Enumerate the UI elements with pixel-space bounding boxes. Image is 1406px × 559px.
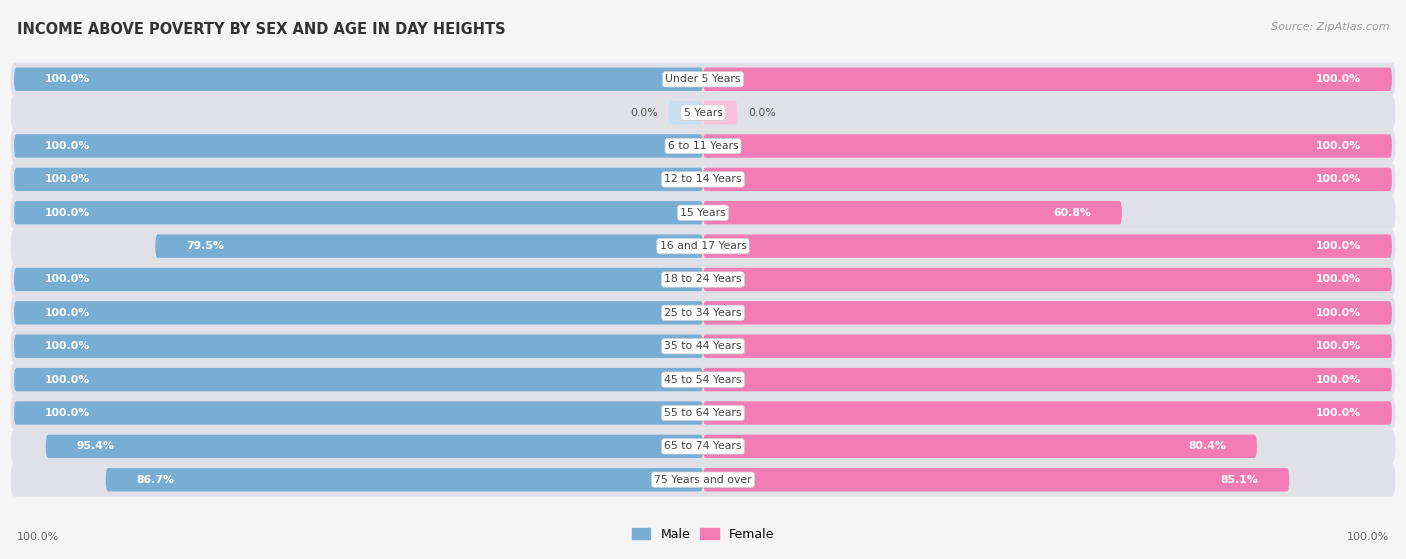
Text: Source: ZipAtlas.com: Source: ZipAtlas.com <box>1271 22 1389 32</box>
FancyBboxPatch shape <box>703 68 1392 91</box>
Text: 25 to 34 Years: 25 to 34 Years <box>664 308 742 318</box>
FancyBboxPatch shape <box>14 168 703 191</box>
FancyBboxPatch shape <box>11 463 1395 496</box>
FancyBboxPatch shape <box>14 335 703 358</box>
Text: 0.0%: 0.0% <box>630 108 658 117</box>
Legend: Male, Female: Male, Female <box>627 523 779 546</box>
Text: 100.0%: 100.0% <box>45 74 90 84</box>
FancyBboxPatch shape <box>11 363 1395 396</box>
FancyBboxPatch shape <box>703 468 1289 491</box>
Text: 100.0%: 100.0% <box>45 341 90 351</box>
Text: 79.5%: 79.5% <box>186 241 224 251</box>
FancyBboxPatch shape <box>14 68 703 91</box>
Text: 100.0%: 100.0% <box>1316 408 1361 418</box>
FancyBboxPatch shape <box>11 430 1395 463</box>
Text: 100.0%: 100.0% <box>1347 532 1389 542</box>
Text: 100.0%: 100.0% <box>1316 174 1361 184</box>
Text: 100.0%: 100.0% <box>17 532 59 542</box>
Text: 100.0%: 100.0% <box>45 408 90 418</box>
FancyBboxPatch shape <box>14 401 703 425</box>
FancyBboxPatch shape <box>703 301 1392 325</box>
Text: 100.0%: 100.0% <box>1316 308 1361 318</box>
FancyBboxPatch shape <box>669 101 703 124</box>
Text: 85.1%: 85.1% <box>1220 475 1258 485</box>
Text: 100.0%: 100.0% <box>45 308 90 318</box>
Text: 16 and 17 Years: 16 and 17 Years <box>659 241 747 251</box>
FancyBboxPatch shape <box>14 134 703 158</box>
FancyBboxPatch shape <box>11 129 1395 163</box>
Text: INCOME ABOVE POVERTY BY SEX AND AGE IN DAY HEIGHTS: INCOME ABOVE POVERTY BY SEX AND AGE IN D… <box>17 22 506 37</box>
Text: 100.0%: 100.0% <box>45 141 90 151</box>
Text: 100.0%: 100.0% <box>45 274 90 285</box>
Text: 100.0%: 100.0% <box>1316 274 1361 285</box>
FancyBboxPatch shape <box>703 401 1392 425</box>
FancyBboxPatch shape <box>155 234 703 258</box>
Text: 35 to 44 Years: 35 to 44 Years <box>664 341 742 351</box>
Text: 95.4%: 95.4% <box>77 442 115 451</box>
FancyBboxPatch shape <box>11 63 1395 96</box>
Text: 15 Years: 15 Years <box>681 208 725 218</box>
FancyBboxPatch shape <box>703 101 738 124</box>
FancyBboxPatch shape <box>703 168 1392 191</box>
FancyBboxPatch shape <box>11 330 1395 363</box>
FancyBboxPatch shape <box>11 296 1395 330</box>
Text: 100.0%: 100.0% <box>1316 241 1361 251</box>
Text: 100.0%: 100.0% <box>1316 341 1361 351</box>
FancyBboxPatch shape <box>11 229 1395 263</box>
Text: 100.0%: 100.0% <box>1316 375 1361 385</box>
FancyBboxPatch shape <box>11 263 1395 296</box>
FancyBboxPatch shape <box>105 468 703 491</box>
FancyBboxPatch shape <box>703 134 1392 158</box>
Text: 75 Years and over: 75 Years and over <box>654 475 752 485</box>
Text: 5 Years: 5 Years <box>683 108 723 117</box>
FancyBboxPatch shape <box>703 234 1392 258</box>
FancyBboxPatch shape <box>703 435 1257 458</box>
Text: 55 to 64 Years: 55 to 64 Years <box>664 408 742 418</box>
Text: 100.0%: 100.0% <box>45 208 90 218</box>
FancyBboxPatch shape <box>14 201 703 224</box>
Text: 100.0%: 100.0% <box>45 375 90 385</box>
Text: 65 to 74 Years: 65 to 74 Years <box>664 442 742 451</box>
Text: 60.8%: 60.8% <box>1053 208 1091 218</box>
FancyBboxPatch shape <box>703 335 1392 358</box>
FancyBboxPatch shape <box>11 396 1395 430</box>
FancyBboxPatch shape <box>14 301 703 325</box>
Text: 45 to 54 Years: 45 to 54 Years <box>664 375 742 385</box>
Text: 12 to 14 Years: 12 to 14 Years <box>664 174 742 184</box>
Text: Under 5 Years: Under 5 Years <box>665 74 741 84</box>
Text: 18 to 24 Years: 18 to 24 Years <box>664 274 742 285</box>
FancyBboxPatch shape <box>703 268 1392 291</box>
Text: 80.4%: 80.4% <box>1188 442 1226 451</box>
FancyBboxPatch shape <box>14 268 703 291</box>
FancyBboxPatch shape <box>14 368 703 391</box>
FancyBboxPatch shape <box>11 96 1395 129</box>
FancyBboxPatch shape <box>703 368 1392 391</box>
Text: 100.0%: 100.0% <box>1316 74 1361 84</box>
Text: 100.0%: 100.0% <box>45 174 90 184</box>
FancyBboxPatch shape <box>46 435 703 458</box>
Text: 0.0%: 0.0% <box>748 108 776 117</box>
Text: 6 to 11 Years: 6 to 11 Years <box>668 141 738 151</box>
FancyBboxPatch shape <box>703 201 1122 224</box>
Text: 100.0%: 100.0% <box>1316 141 1361 151</box>
FancyBboxPatch shape <box>11 163 1395 196</box>
FancyBboxPatch shape <box>11 196 1395 229</box>
Text: 86.7%: 86.7% <box>136 475 174 485</box>
